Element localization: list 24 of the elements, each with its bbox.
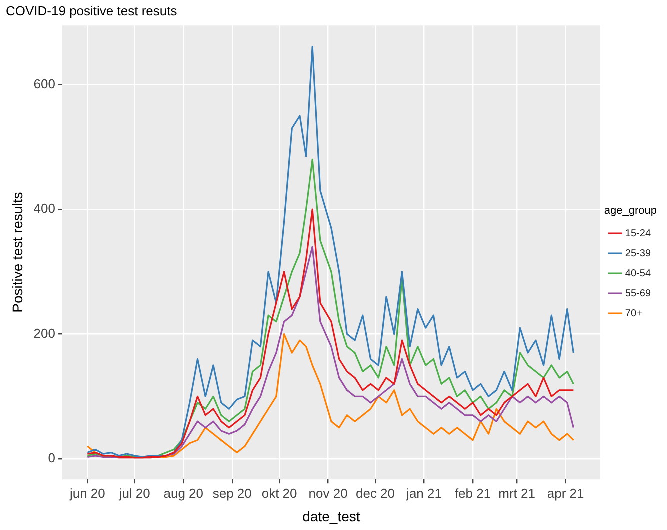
x-tick-label: jun 20: [68, 486, 106, 501]
x-tick-label: nov 20: [308, 486, 348, 501]
legend-label: 70+: [625, 308, 643, 320]
x-tick-label: mrt 21: [498, 486, 536, 501]
legend-label: 25-39: [625, 248, 652, 260]
legend-title: age_group: [604, 204, 658, 217]
x-tick-label: jul 20: [118, 486, 150, 501]
chart-title: COVID-19 positive test resuts: [6, 3, 178, 18]
x-tick-label: aug 20: [164, 486, 204, 501]
x-tick-label: okt 20: [262, 486, 298, 501]
x-axis-title: date_test: [302, 508, 360, 524]
y-tick-label: 200: [34, 326, 56, 341]
y-tick-label: 600: [34, 76, 56, 92]
x-tick-label: dec 20: [356, 486, 396, 501]
x-tick-label: apr 21: [547, 486, 584, 501]
y-tick-label: 0: [48, 450, 56, 466]
legend-label: 55-69: [625, 288, 652, 300]
x-tick-label: sep 20: [212, 486, 252, 501]
y-tick-label: 400: [34, 201, 56, 216]
x-tick-label: feb 21: [454, 486, 492, 501]
legend-label: 15-24: [625, 228, 652, 240]
legend-label: 40-54: [625, 268, 652, 280]
x-tick-label: jan 21: [406, 486, 442, 501]
y-axis-title: Positive test results: [9, 192, 26, 313]
